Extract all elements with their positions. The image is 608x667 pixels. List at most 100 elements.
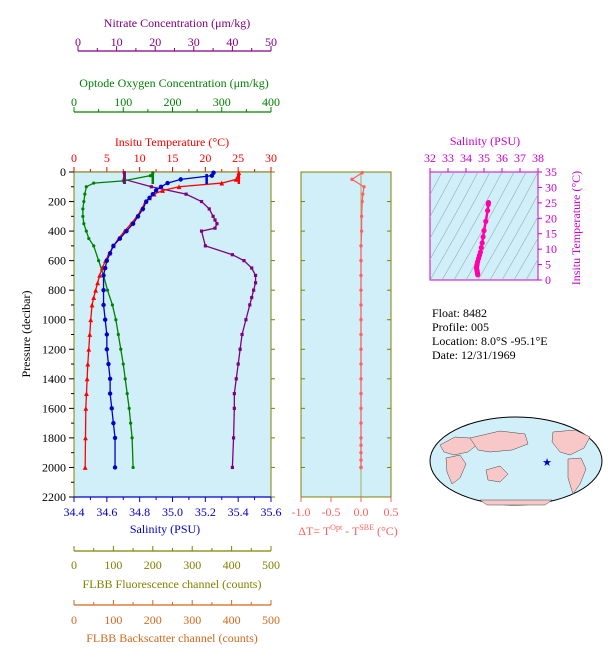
data-point (87, 332, 93, 337)
data-point (86, 346, 92, 352)
data-point (144, 199, 149, 204)
data-point (97, 273, 103, 278)
data-point (360, 199, 364, 204)
data-point (230, 253, 234, 257)
data-point (359, 318, 363, 322)
nitrate-axis: 0 10 20 30 40 50 (75, 35, 277, 52)
fluorescence-axis-title: FLBB Fluorescence channel (counts) (83, 577, 262, 591)
temperature-axis: 0 5 10 15 20 25 30 (71, 151, 277, 173)
salinity-axis-tick-label: 34.6 (96, 505, 117, 519)
data-point (102, 265, 108, 271)
data-point (231, 436, 236, 440)
oxygen-axis-tick-label: 200 (164, 95, 182, 109)
float-location-star-icon: ★ (542, 456, 552, 469)
temperature-axis-tick-label: 20 (199, 151, 211, 165)
temperature-axis-tick-label: 10 (134, 151, 146, 165)
data-point (84, 391, 89, 396)
data-point (233, 176, 239, 182)
data-point (203, 244, 207, 248)
data-point (105, 288, 110, 292)
temperature-axis-tick-label: 5 (104, 151, 110, 165)
data-point (359, 244, 363, 248)
data-point (116, 332, 120, 337)
data-point (362, 185, 366, 189)
data-point (89, 302, 95, 308)
data-point (135, 214, 141, 219)
ts-density-contour (489, 194, 538, 280)
ts-temperature-tick-label: 30 (545, 180, 557, 194)
ts-temperature-tick-label: 20 (545, 211, 557, 225)
ts-temperature-axis-title: Insitu Temperature (°C) (569, 171, 583, 285)
temperature-axis-tick-label: 30 (265, 151, 277, 165)
backscatter-axis-tick-label: 0 (71, 613, 77, 627)
ts-density-contour (513, 237, 538, 280)
data-point (219, 180, 225, 186)
data-point (92, 181, 96, 185)
oxygen-axis-tick-label: 300 (213, 95, 231, 109)
ts-salinity-tick-label: 34 (460, 151, 472, 165)
delta-t-tick-label: 0.5 (384, 505, 399, 519)
pressure-axis-tick-label: 600 (48, 254, 66, 268)
nitrate-axis-tick-label: 30 (188, 35, 200, 49)
oxygen-axis: 0 100 200 300 400 (71, 95, 280, 113)
temperature-axis-tick-label: 0 (71, 151, 77, 165)
fluorescence-axis-tick-label: 100 (104, 558, 122, 572)
data-point (91, 295, 97, 300)
data-point (81, 214, 85, 218)
data-point (87, 236, 91, 241)
salinity-axis-tick-label: 35.4 (228, 505, 249, 519)
data-point (82, 199, 86, 204)
ts-salinity-tick-label: 37 (514, 151, 526, 165)
data-point (359, 450, 363, 455)
data-point (101, 302, 106, 308)
data-point (359, 303, 363, 307)
data-point (101, 273, 106, 278)
data-point (236, 170, 242, 176)
ts-density-contour (430, 172, 467, 239)
nitrate-axis-tick-label: 10 (111, 35, 123, 49)
ts-density-contour (477, 172, 538, 280)
oxygen-axis-tick-label: 100 (114, 95, 132, 109)
data-point (252, 288, 256, 292)
salinity-axis-title: Salinity (PSU) (130, 522, 200, 536)
data-point (240, 332, 244, 337)
data-point (107, 376, 113, 382)
ts-temperature-tick-label: 10 (545, 242, 557, 256)
data-point (84, 185, 88, 189)
salinity-axis-tick-label: 34.4 (64, 505, 85, 519)
nitrate-axis-tick-label: 0 (75, 35, 81, 49)
ts-temperature-tick-label: 0 (545, 273, 551, 287)
data-point (248, 303, 252, 307)
data-point (184, 192, 188, 196)
ts-density-contour (441, 172, 503, 280)
info-location: Location: 8.0°S -95.1°E (432, 334, 548, 348)
data-point (119, 347, 123, 351)
pressure-axis-tick-label: 0 (60, 165, 66, 179)
data-point (106, 361, 111, 367)
data-point (359, 362, 363, 366)
data-point (130, 436, 134, 440)
temperature-axis-tick-label: 15 (167, 151, 179, 165)
pressure-axis-tick-label: 1200 (42, 342, 66, 356)
delta-t-plot-area (300, 171, 392, 498)
data-point (95, 280, 101, 286)
map-land-north-america (551, 429, 591, 456)
main-series-group (81, 170, 258, 470)
data-point (360, 171, 364, 175)
ts-temperature-tick-label: 5 (545, 258, 551, 272)
ts-salinity-axis-title: Salinity (PSU) (450, 134, 520, 148)
data-point (359, 332, 363, 337)
data-point (111, 420, 116, 426)
data-point (207, 207, 211, 211)
data-point (236, 362, 240, 366)
data-point (104, 347, 110, 352)
map-land-asia (469, 430, 529, 453)
pressure-axis-tick-label: 1600 (42, 401, 66, 415)
ts-series-group (473, 199, 492, 278)
data-point (112, 465, 118, 470)
data-point (359, 421, 363, 425)
info-date: Date: 12/31/1969 (432, 348, 516, 362)
fluorescence-axis-tick-label: 0 (71, 558, 77, 572)
nitrate-axis-tick-label: 50 (265, 35, 277, 49)
